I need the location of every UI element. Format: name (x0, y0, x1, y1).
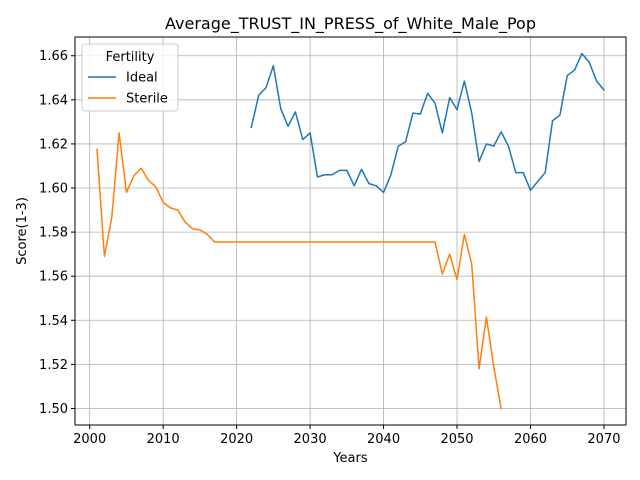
y-tick-label: 1.62 (39, 137, 68, 152)
x-tick-label: 2020 (220, 432, 253, 447)
x-tick-label: 2000 (73, 432, 106, 447)
x-tick-label: 2030 (294, 432, 327, 447)
series-layer (96, 52, 606, 410)
series-line-ideal (250, 52, 606, 194)
y-tick-label: 1.54 (39, 314, 68, 329)
legend-entries: Ideal Sterile (88, 71, 168, 107)
y-axis-label: Score(1-3) (15, 197, 30, 265)
y-tick-label: 1.56 (39, 270, 68, 285)
plot-frame (74, 36, 627, 426)
y-tick-label: 1.52 (39, 358, 68, 373)
series-line-sterile (96, 132, 502, 410)
legend-label-ideal: Ideal (126, 71, 158, 86)
legend-box (81, 43, 179, 112)
legend-title: Fertility (106, 50, 155, 65)
y-tick-label: 1.60 (39, 182, 68, 197)
x-axis: 2000 2010 2020 2030 2040 2050 2060 2070 (73, 425, 621, 447)
legend: Fertility Ideal Sterile (81, 43, 179, 112)
y-tick-label: 1.64 (39, 93, 68, 108)
x-tick-label: 2070 (587, 432, 620, 447)
x-axis-label: Years (332, 451, 368, 466)
chart-title: Average_TRUST_IN_PRESS_of_White_Male_Pop (165, 14, 536, 34)
y-axis: 1.50 1.52 1.54 1.56 1.58 1.60 1.62 1.64 1.66 (39, 49, 75, 417)
x-tick-label: 2010 (147, 432, 180, 447)
grid (75, 37, 626, 425)
y-tick-label: 1.58 (39, 226, 68, 241)
legend-label-sterile: Sterile (126, 92, 168, 107)
x-tick-label: 2050 (440, 432, 473, 447)
y-tick-label: 1.66 (39, 49, 68, 64)
y-tick-label: 1.50 (39, 402, 68, 417)
x-tick-label: 2060 (514, 432, 547, 447)
x-tick-label: 2040 (367, 432, 400, 447)
